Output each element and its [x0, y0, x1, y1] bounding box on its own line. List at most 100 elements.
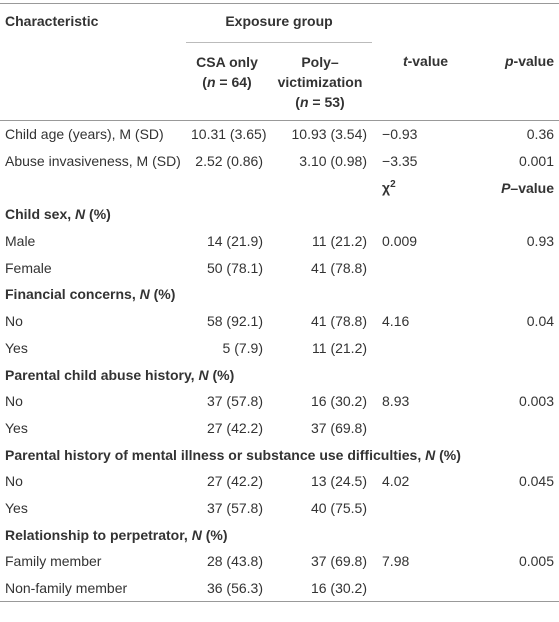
characteristic: Female — [5, 259, 52, 276]
header-t-value: t-value — [372, 4, 479, 121]
characteristic: Yes — [5, 419, 28, 436]
table-row: No 58 (92.1) 41 (78.8) 4.16 0.04 — [0, 308, 559, 335]
characteristic: No — [5, 313, 23, 330]
p-value: 0.36 — [526, 126, 555, 143]
table-row: Male 14 (21.9) 11 (21.2) 0.009 0.93 — [0, 228, 559, 255]
csa-only-value: 2.52 (0.86) — [195, 153, 263, 170]
header-part: 2 — [390, 179, 396, 191]
csa-only-value: 58 (92.1) — [206, 313, 263, 330]
csa-only-value: 10.31 (3.65) — [191, 126, 267, 143]
poly-value: 13 (24.5) — [310, 473, 368, 490]
section-title: Parental child abuse history, N (%) — [0, 361, 559, 388]
table-row: Female 50 (78.1) 41 (78.8) — [0, 254, 559, 281]
test-statistic: 4.16 — [382, 313, 410, 330]
empty-cell — [0, 174, 372, 201]
header-part: = 64) — [215, 74, 252, 90]
test-statistic: 0.009 — [382, 233, 418, 250]
section-title-row: Parental child abuse history, N (%) — [0, 361, 559, 388]
title-part: N — [191, 526, 202, 543]
characteristic: Non-family member — [0, 574, 186, 603]
poly-value: 16 (30.2) — [268, 574, 373, 603]
header-part: ( — [202, 74, 207, 90]
title-part: Relationship to perpetrator, — [5, 526, 192, 543]
title-part: N — [139, 286, 150, 303]
header-part: victimization — [277, 74, 363, 90]
title-part: N — [198, 366, 209, 383]
table-row: Yes 5 (7.9) 11 (21.2) — [0, 335, 559, 362]
title-part: (%) — [208, 366, 235, 383]
poly-value: 11 (21.2) — [312, 233, 368, 250]
poly-value: 16 (30.2) — [310, 393, 368, 410]
table-row: Family member 28 (43.8) 37 (69.8) 7.98 0.005 — [0, 548, 559, 575]
poly-value: 11 (21.2) — [312, 339, 368, 356]
p-value-header: P–value — [479, 174, 559, 201]
poly-value: 40 (75.5) — [310, 499, 368, 516]
csa-only-value: 36 (56.3) — [186, 574, 268, 603]
p-value: 0.04 — [526, 313, 555, 330]
header-part: –value — [510, 179, 555, 196]
section-title-row: Relationship to perpetrator, N (%) — [0, 521, 559, 548]
p-value — [479, 415, 559, 442]
csa-only-value: 37 (57.8) — [206, 393, 263, 410]
table-row: Yes 27 (42.2) 37 (69.8) — [0, 415, 559, 442]
header-part: Poly– — [301, 54, 339, 70]
p-value — [479, 495, 559, 522]
csa-only-value: 14 (21.9) — [206, 233, 263, 250]
characteristic: Family member — [5, 553, 102, 570]
table-row: No 37 (57.8) 16 (30.2) 8.93 0.003 — [0, 388, 559, 415]
header-part: P — [501, 179, 511, 196]
test-statistic — [372, 335, 479, 362]
csa-only-value: 37 (57.8) — [206, 499, 263, 516]
header-part: -value — [407, 53, 449, 69]
test-statistic — [372, 574, 480, 603]
characteristic: No — [5, 393, 23, 410]
characteristic: Child age (years), M (SD) — [5, 126, 164, 143]
test-statistic: 7.98 — [382, 553, 410, 570]
title-part: (%) — [435, 446, 461, 463]
title-part: (%) — [201, 526, 228, 543]
csa-only-value: 27 (42.2) — [206, 419, 263, 436]
header-part: -value — [513, 53, 555, 69]
section-title: Child sex, N (%) — [0, 201, 559, 228]
csa-only-value: 50 (78.1) — [206, 259, 263, 276]
characteristic: Yes — [5, 499, 28, 516]
p-value: 0.001 — [518, 153, 555, 170]
header-part: n — [206, 74, 216, 90]
table-row: Child age (years), M (SD) 10.31 (3.65) 10.… — [0, 121, 559, 148]
test-statistic: 4.02 — [382, 473, 410, 490]
test-statistic — [372, 415, 479, 442]
table-body: Child age (years), M (SD) 10.31 (3.65) 10.… — [0, 121, 559, 603]
header-part: p — [504, 53, 514, 69]
title-part: (%) — [149, 286, 176, 303]
table-row: Yes 37 (57.8) 40 (75.5) — [0, 495, 559, 522]
header-part: = 53) — [308, 94, 345, 110]
test-statistic: 8.93 — [382, 393, 410, 410]
csa-only-value: 27 (42.2) — [206, 473, 263, 490]
section-title-row: Parental history of mental illness or su… — [0, 441, 559, 468]
title-part: Child sex, — [5, 206, 76, 223]
title-part: Financial concerns, — [5, 286, 140, 303]
csa-only-value: 28 (43.8) — [206, 553, 263, 570]
section-title-row: Financial concerns, N (%) — [0, 281, 559, 308]
characteristic: Male — [5, 233, 36, 250]
header-characteristic: Characteristic — [5, 13, 99, 29]
title-part: N — [425, 446, 436, 463]
p-value: 0.045 — [518, 473, 555, 490]
header-part: χ — [382, 180, 391, 197]
p-value — [479, 574, 559, 603]
p-value: 0.93 — [526, 233, 555, 250]
subheader-row: χ2 P–value — [0, 174, 559, 201]
test-statistic: −0.93 — [382, 126, 418, 143]
section-title: Parental history of mental illness or su… — [0, 441, 559, 468]
table-row: Non-family member 36 (56.3) 16 (30.2) — [0, 574, 559, 603]
poly-value: 41 (78.8) — [310, 313, 368, 330]
poly-value: 41 (78.8) — [310, 259, 368, 276]
header-exposure-group: Exposure group — [186, 3, 373, 43]
characteristic: Yes — [5, 339, 28, 356]
header-poly: Poly– victimization (n = 53) — [268, 43, 372, 121]
header-part: n — [299, 94, 309, 110]
data-table: Characteristic Exposure group t-value p-… — [0, 3, 559, 603]
poly-value: 37 (69.8) — [310, 553, 368, 570]
test-statistic — [372, 254, 479, 281]
